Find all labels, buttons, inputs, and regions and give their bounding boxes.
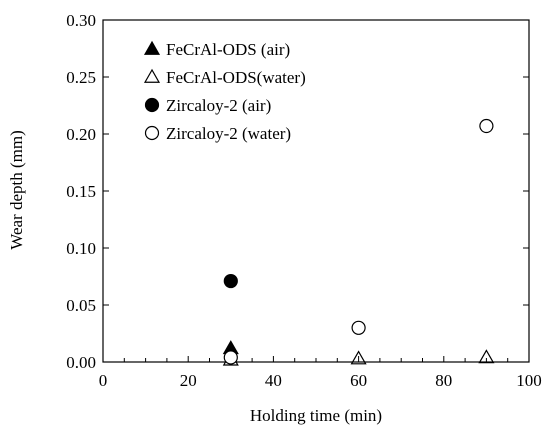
legend-marker-0 <box>143 40 161 55</box>
x-tick-label: 80 <box>435 371 452 390</box>
data-point-series-2 <box>223 273 238 289</box>
data-point-series-3 <box>351 320 366 335</box>
x-axis-label: Holding time (min) <box>250 406 382 425</box>
legend-label-3: Zircaloy-2 (water) <box>166 124 291 143</box>
x-tick-label: 40 <box>265 371 282 390</box>
y-tick-label: 0.00 <box>66 353 96 372</box>
y-axis-label: Wear depth (mm) <box>7 130 26 249</box>
y-tick-label: 0.20 <box>66 125 96 144</box>
legend-label-0: FeCrAl-ODS (air) <box>166 40 290 59</box>
y-tick-label: 0.25 <box>66 68 96 87</box>
data-point-series-3 <box>223 350 238 365</box>
legend-label-1: FeCrAl-ODS(water) <box>166 68 306 87</box>
legend-marker-1 <box>143 68 161 83</box>
x-tick-label: 0 <box>99 371 108 390</box>
data-point-series-3 <box>479 118 494 134</box>
legend-label-2: Zircaloy-2 (air) <box>166 96 271 115</box>
y-tick-label: 0.30 <box>66 11 96 30</box>
x-tick-label: 20 <box>180 371 197 390</box>
legend-marker-3 <box>144 125 160 141</box>
x-tick-label: 100 <box>516 371 542 390</box>
ticks: 0.00 0.05 0.10 0.15 0.20 0.25 0.30 0 20 40 60 80 100 <box>66 11 542 390</box>
legend-marker-2 <box>144 97 160 113</box>
data-marks <box>222 118 495 366</box>
y-tick-label: 0.15 <box>66 182 96 201</box>
legend: FeCrAl-ODS (air) FeCrAl-ODS(water) Zircalo… <box>143 40 306 143</box>
y-tick-label: 0.05 <box>66 296 96 315</box>
data-point-series-1 <box>478 349 495 364</box>
data-point-series-1 <box>350 350 367 365</box>
x-tick-label: 60 <box>350 371 367 390</box>
y-tick-label: 0.10 <box>66 239 96 258</box>
